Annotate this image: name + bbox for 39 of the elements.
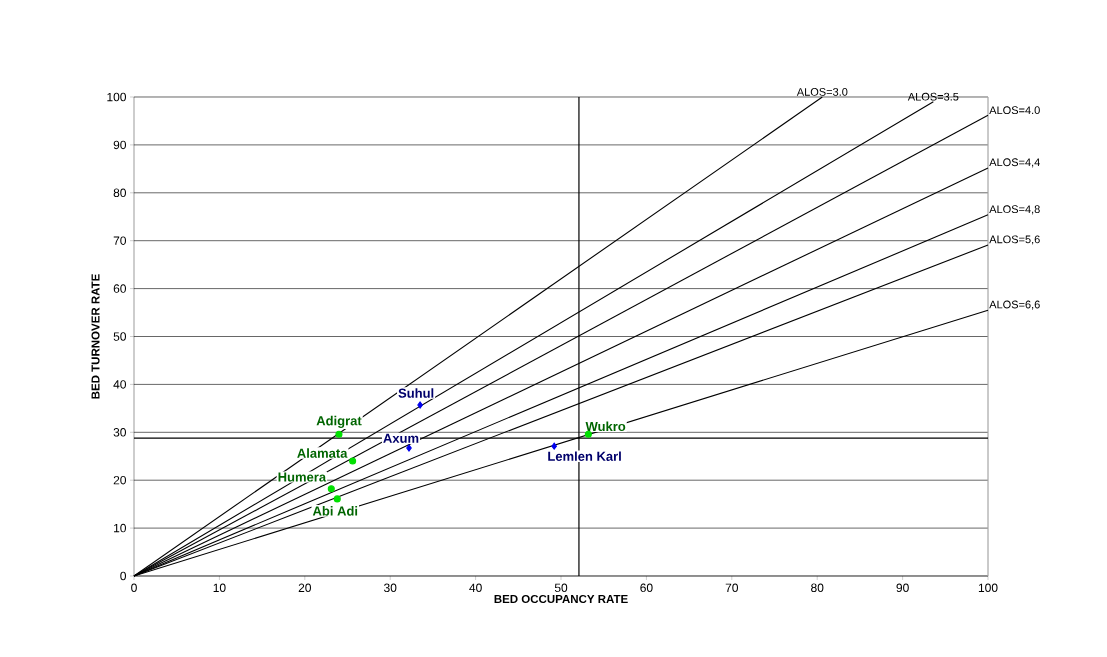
y-tick-label: 20	[113, 475, 127, 485]
x-tick-label: 50	[554, 583, 568, 593]
series-label: ALOS=6,6	[989, 300, 1040, 310]
y-axis-title: BED TURNOVER RATE	[91, 274, 100, 399]
x-tick-label: 100	[978, 583, 998, 593]
series-label: Lemlen Karl	[548, 451, 621, 461]
y-tick-label: 60	[113, 284, 127, 293]
series-label: ALOS=3.5	[907, 92, 959, 101]
series-label: ALOS=3.0	[796, 88, 848, 96]
y-tick-label: 0	[120, 571, 127, 581]
y-tick-label: 70	[113, 236, 127, 245]
y-tick-label: 10	[114, 523, 127, 533]
x-tick-label: 30	[383, 583, 397, 593]
series-label: ALOS=4.0	[989, 106, 1040, 115]
series-label: Wukro	[585, 421, 626, 432]
series-label: ALOS=5,6	[989, 235, 1040, 245]
x-tick-label: 70	[725, 583, 739, 593]
series-label: ALOS=4,4	[989, 158, 1040, 168]
series-label: Humera	[278, 472, 327, 482]
x-tick-label: 90	[896, 583, 909, 593]
series-label: Alamata	[297, 448, 348, 458]
x-tick-label: 60	[640, 583, 653, 593]
y-tick-label: 30	[113, 428, 127, 437]
y-tick-label: 50	[113, 332, 127, 341]
x-tick-label: 0	[131, 583, 137, 593]
y-tick-label: 90	[113, 140, 127, 150]
x-tick-label: 40	[469, 583, 482, 593]
x-tick-label: 20	[298, 583, 312, 593]
x-tick-label: 10	[213, 583, 226, 593]
series-label: Adigrat	[316, 415, 362, 429]
x-axis-title: BED OCCUPANCY RATE	[494, 594, 628, 604]
series-label: ALOS=4,8	[989, 205, 1040, 215]
x-tick-label: 80	[811, 583, 824, 593]
series-label: Suhul	[398, 388, 434, 398]
y-tick-label: 80	[113, 188, 127, 198]
y-tick-label: 100	[107, 92, 127, 102]
series-label: Abi Adi	[312, 506, 358, 516]
y-tick-label: 40	[113, 380, 127, 389]
series-label: Axum	[383, 433, 419, 443]
